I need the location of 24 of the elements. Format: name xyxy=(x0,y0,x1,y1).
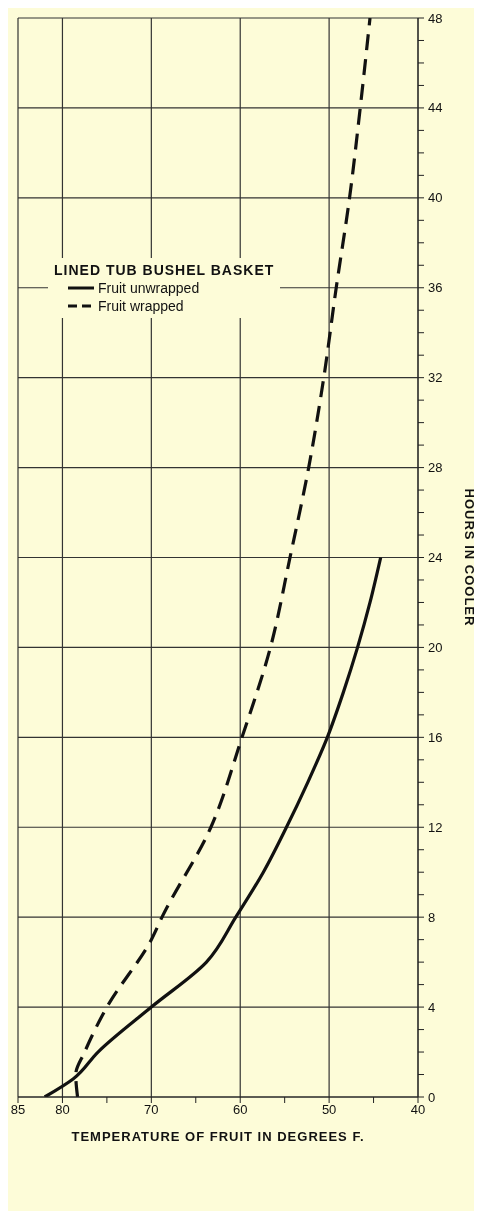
y-tick-label: 28 xyxy=(428,460,443,476)
y-tick-label: 8 xyxy=(428,909,436,925)
legend-title: LINED TUB BUSHEL BASKET xyxy=(54,261,275,279)
y-axis-title: HOURS IN COOLER xyxy=(462,488,477,627)
y-tick-label: 12 xyxy=(428,819,443,835)
x-tick-label: 50 xyxy=(321,1102,337,1118)
x-tick-label: 85 xyxy=(10,1102,26,1118)
x-tick-label: 40 xyxy=(410,1102,426,1118)
x-tick-label: 80 xyxy=(55,1102,70,1118)
y-tick-label: 0 xyxy=(428,1089,436,1105)
y-tick-label: 40 xyxy=(428,190,443,206)
legend-label: Fruit unwrapped xyxy=(98,279,200,297)
y-tick-label: 44 xyxy=(428,100,443,116)
y-tick-label: 32 xyxy=(428,370,443,386)
y-tick-label: 20 xyxy=(428,639,443,655)
x-axis-title: TEMPERATURE OF FRUIT IN DEGREES F. xyxy=(71,1129,365,1144)
y-tick-label: 16 xyxy=(428,729,443,745)
x-tick-label: 60 xyxy=(232,1102,248,1118)
legend-label: Fruit wrapped xyxy=(98,297,184,315)
y-tick-label: 4 xyxy=(428,999,436,1015)
y-tick-label: 48 xyxy=(428,10,443,26)
y-tick-label: 36 xyxy=(428,280,443,296)
x-tick-label: 70 xyxy=(144,1102,159,1118)
y-tick-label: 24 xyxy=(428,550,443,566)
